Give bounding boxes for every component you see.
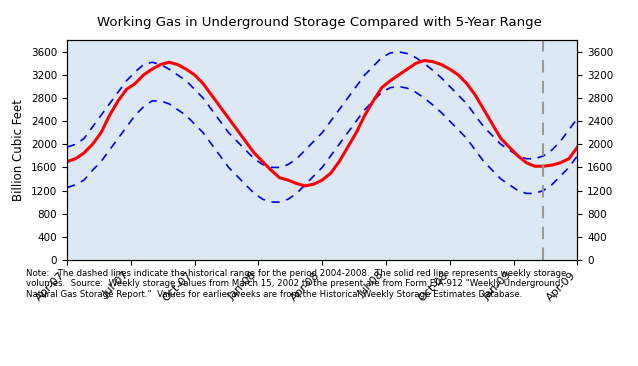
Text: Note:   The dashed lines indicate the historical range for the period 2004-2008.: Note: The dashed lines indicate the hist… [26, 269, 566, 299]
Text: Working Gas in Underground Storage Compared with 5-Year Range: Working Gas in Underground Storage Compa… [96, 16, 542, 30]
Y-axis label: Billion Cubic Feet: Billion Cubic Feet [13, 99, 26, 201]
